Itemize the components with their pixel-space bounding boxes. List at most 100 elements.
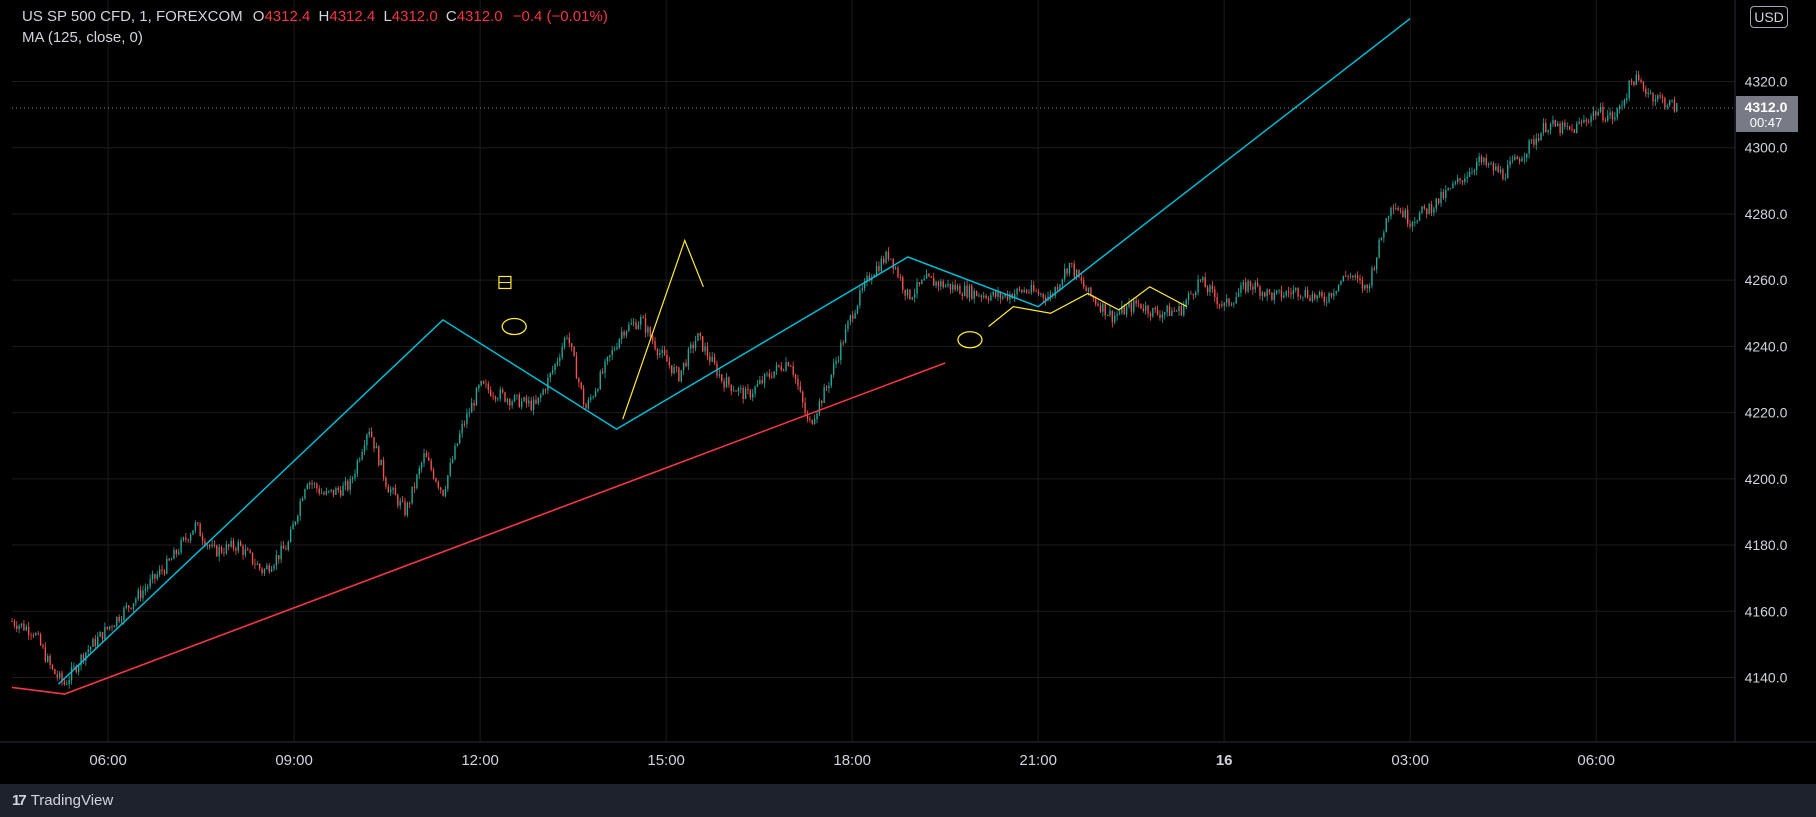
close-label: C [445, 8, 457, 25]
low-value: 4312.0 [391, 8, 438, 25]
candle-body [156, 574, 158, 579]
candle-body [1666, 105, 1668, 108]
candle-body [1447, 188, 1449, 190]
candle-body [454, 445, 456, 460]
price-axis[interactable]: 4140.0 4160.0 4180.0 4200.0 4220.0 4240.0 4260… [1734, 0, 1798, 742]
candle-body [611, 349, 613, 356]
candle-body [501, 389, 504, 393]
symbol-name: US SP 500 CFD, 1, FOREXCOM [22, 8, 243, 25]
currency-button[interactable]: USD [1750, 6, 1788, 28]
candle-body [549, 372, 551, 378]
candle-body [882, 258, 885, 263]
candle-body [373, 437, 375, 449]
candle-body [216, 545, 218, 557]
candle-body [1647, 92, 1649, 95]
candle-body [854, 313, 856, 319]
candle-body [151, 573, 154, 580]
candle-body [1397, 207, 1399, 211]
candle-body [1230, 304, 1233, 306]
candle-body [1309, 297, 1311, 301]
candle-body [89, 646, 92, 650]
candle-body [1118, 312, 1121, 315]
time-tick-label: 06:00 [1577, 752, 1615, 769]
candle-body [866, 275, 868, 281]
candle-body [930, 276, 933, 278]
candle-body [108, 626, 111, 629]
candle-body [656, 349, 659, 355]
candle-body [1259, 286, 1261, 296]
candle-body [1325, 301, 1328, 303]
candle-body [1592, 111, 1595, 117]
drawings[interactable] [11, 17, 1735, 695]
candle-body [1599, 106, 1602, 112]
candle-body [625, 331, 628, 336]
candle-body [580, 382, 582, 389]
last-price-value: 4312.0 [1745, 99, 1788, 115]
candle-body [1540, 132, 1542, 141]
candle-body [1083, 280, 1085, 288]
candle-body [1109, 310, 1111, 316]
candle-body [1068, 262, 1071, 274]
candle-body [1430, 203, 1433, 213]
candle-body [775, 364, 778, 372]
price-tick-label: 4160.0 [1745, 603, 1788, 619]
candle-body [287, 542, 289, 550]
candle-body [478, 385, 480, 389]
candle-body [1316, 295, 1318, 299]
candle-body [27, 626, 30, 635]
candle-body [197, 522, 199, 524]
candle-body [211, 544, 213, 547]
candle-body [1526, 153, 1528, 158]
symbol-legend[interactable]: US SP 500 CFD, 1, FOREXCOM O4312.4 H4312… [22, 8, 608, 25]
candle-body [347, 481, 349, 490]
candle-body [1604, 120, 1607, 121]
tradingview-logo[interactable]: 17 TradingView [12, 792, 113, 809]
candle-body [244, 549, 247, 555]
candle-body [94, 638, 97, 647]
candle-body [1295, 288, 1297, 291]
candle-body [139, 590, 142, 599]
candle-body [828, 385, 830, 389]
candle-body [328, 490, 330, 492]
candle-body [294, 521, 297, 525]
indicator-legend[interactable]: MA (125, close, 0) [22, 29, 143, 46]
candle-body [773, 371, 775, 378]
candle-body [213, 544, 216, 546]
candle-body [616, 347, 618, 350]
candle-body [713, 357, 716, 364]
candle-body [1495, 166, 1497, 171]
candle-body [30, 634, 32, 636]
candle-body [1452, 183, 1454, 189]
candle-body [1304, 290, 1306, 297]
candle-body [1366, 284, 1368, 289]
candle-body [635, 322, 637, 330]
candle-body [189, 534, 192, 541]
candle-body [766, 373, 768, 375]
candle-body [1211, 285, 1214, 290]
candle-body [830, 374, 833, 386]
candle-body [806, 413, 809, 419]
candle-body [435, 478, 437, 482]
candle-body [128, 605, 130, 608]
candle-body [1545, 123, 1547, 132]
candle-body [354, 473, 356, 479]
candle-body [144, 588, 147, 591]
candle-body [232, 540, 235, 549]
candle-body [1352, 275, 1354, 278]
candle-body [77, 665, 80, 672]
candle-body [728, 377, 730, 385]
candle-body [1449, 188, 1452, 189]
candle-body [1090, 287, 1092, 296]
candle-body [1180, 305, 1183, 316]
candle-body [1514, 156, 1516, 160]
candle-body [120, 619, 123, 622]
candle-body [837, 359, 840, 361]
candle-body [592, 396, 594, 398]
candle-body [25, 626, 27, 631]
candle-body [623, 331, 625, 336]
candle-body [842, 342, 844, 344]
candle-body [575, 356, 578, 379]
candle-body [913, 293, 916, 298]
time-axis[interactable]: 06:00 09:00 12:00 15:00 18:00 21:00 16 03:00 06:… [0, 741, 1816, 769]
